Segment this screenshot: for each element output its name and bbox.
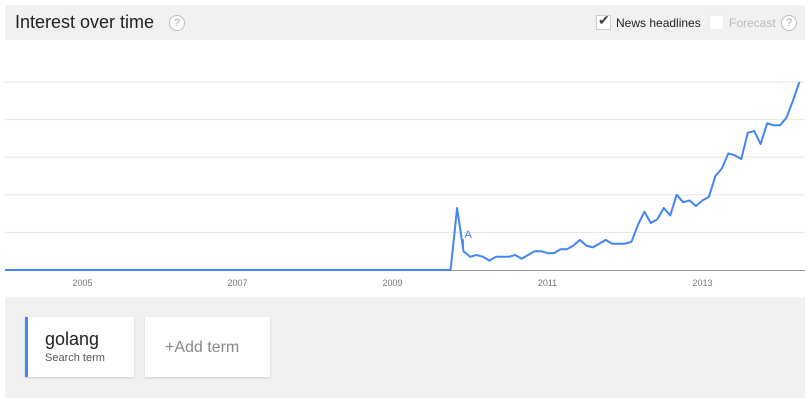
x-tick-label: 2009 (382, 278, 402, 288)
term-name: golang (45, 329, 100, 349)
interest-chart: 2005 2007 2009 2011 2013 A (5, 81, 805, 288)
series-line-golang (5, 81, 801, 271)
help-icon[interactable]: ? (169, 15, 185, 31)
add-term-label: Add term (174, 339, 240, 356)
x-tick-label: 2013 (692, 278, 712, 288)
news-headlines-checkbox[interactable]: ✔ (596, 12, 611, 30)
forecast-checkbox[interactable] (709, 15, 724, 30)
news-headlines-label[interactable]: News headlines (616, 16, 701, 30)
plus-icon: + (165, 339, 175, 356)
checkmark-icon: ✔ (598, 12, 610, 28)
x-tick-label: 2005 (72, 278, 92, 288)
annotation-label: A (465, 229, 473, 241)
forecast-label[interactable]: Forecast (729, 16, 776, 30)
terms-panel: golang Search term +Add term (5, 297, 805, 398)
forecast-help-icon[interactable]: ? (781, 15, 797, 31)
add-term-button[interactable]: +Add term (145, 317, 270, 377)
chart-header: Interest over time ? ✔ News headlines Fo… (5, 5, 805, 40)
term-type: Search term (45, 352, 105, 364)
x-tick-label: 2007 (227, 278, 247, 288)
term-card-golang[interactable]: golang Search term (25, 317, 134, 377)
page-title: Interest over time (15, 12, 155, 32)
x-tick-label: 2011 (538, 278, 557, 288)
